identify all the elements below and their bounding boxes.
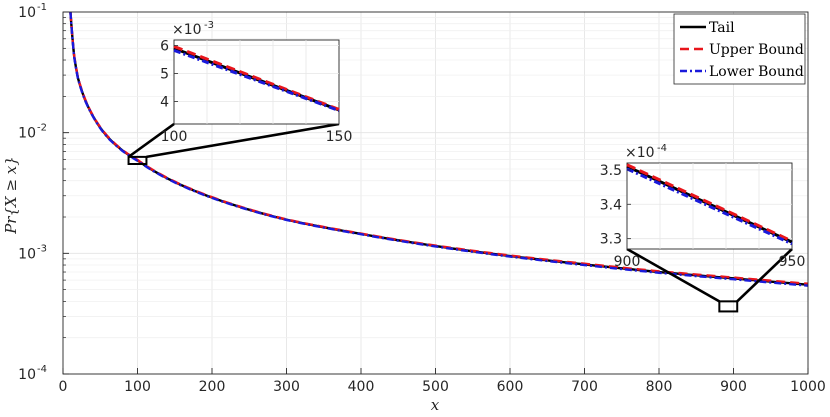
legend: Tail Upper Bound Lower Bound [673,13,806,85]
inset-series-line [626,167,793,246]
inset-x-tick-label: 900 [614,254,641,270]
inset-y-tick-label: 5 [160,67,169,83]
x-axis-label: x [431,396,440,414]
y-tick-label: 10 [18,126,36,142]
zoom-boxes [127,122,793,313]
inset-y-tick-label: 6 [160,39,169,55]
zoom-box [127,155,148,165]
inset-panel: 900 950 3.5 3.4 3.3 ×10 -4 [600,143,806,270]
x-tick-label: 0 [59,379,68,395]
y-tick-label: 10 [18,367,36,383]
zoom-connector [127,122,175,158]
inset-frame [173,39,340,125]
inset-x-tick-label: 950 [779,254,806,270]
x-tick-label: 100 [124,379,151,395]
inset-series-line [626,163,793,243]
inset-y-tick-label: 4 [160,95,169,111]
zoom-connector [146,122,340,159]
x-tick-label: 600 [497,379,524,395]
inset-multiplier-exponent: -4 [657,143,667,154]
inset-y-tick-label: 3.4 [600,197,622,213]
inset-series-line [173,48,340,112]
zoom-connector [736,248,793,303]
x-tick-label: 300 [273,379,300,395]
inset-multiplier: ×10 [172,22,202,38]
x-tick-label: 200 [199,379,226,395]
legend-label: Tail [709,20,735,36]
inset-panel: 100 150 6 5 4 ×10 -3 [160,20,352,145]
series-line-lower-bound [69,11,809,287]
inset-y-tick-label: 3.5 [600,163,622,179]
inset-x-tick-label: 100 [161,129,188,145]
x-tick-label: 1000 [790,379,826,395]
x-tick-label: 900 [720,379,747,395]
zoom-connector [626,247,720,303]
x-tick-label: 500 [422,379,449,395]
y-tick-label: 10 [18,5,36,21]
inset-x-tick-label: 150 [326,129,353,145]
legend-label: Lower Bound [709,64,804,80]
y-tick-exponent: -3 [37,243,47,254]
x-tick-label: 800 [646,379,673,395]
series-main [69,11,809,287]
zoom-box [718,300,739,313]
inset-multiplier: ×10 [625,145,655,161]
legend-label: Upper Bound [709,42,804,58]
x-tick-label: 400 [348,379,375,395]
inset-multiplier-exponent: -3 [204,20,214,31]
y-tick-label: 10 [18,246,36,262]
ticks-main: 0 100 200 300 400 500 600 700 800 900 100010-110-2… [18,2,826,395]
inset-y-tick-label: 3.3 [600,232,622,248]
x-tick-label: 700 [571,379,598,395]
y-tick-exponent: -4 [37,364,47,375]
y-tick-exponent: -2 [37,123,47,134]
y-axis-label: Pr{X ≥ x} [2,156,20,235]
y-tick-exponent: -1 [37,2,47,13]
